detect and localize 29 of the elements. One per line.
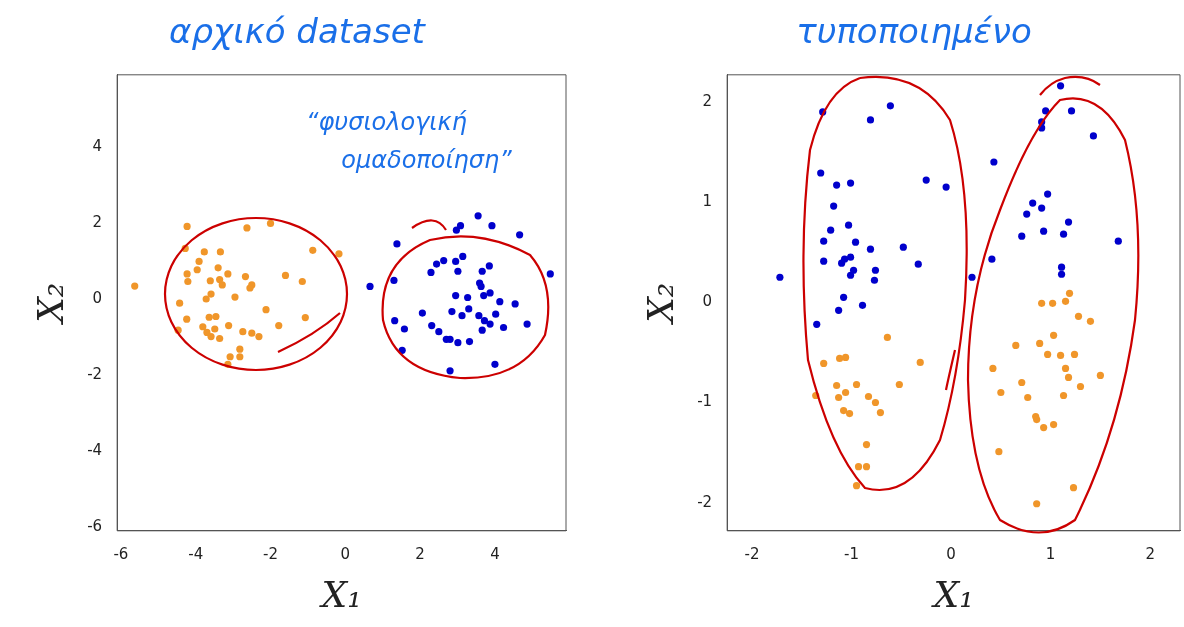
x-tick-label: 0	[340, 544, 351, 563]
y-tick-label: 0	[92, 288, 103, 307]
y-tick-label: 0	[702, 292, 713, 311]
chart-title: αρχικό dataset	[169, 11, 427, 52]
x-tick-label: -6	[113, 544, 129, 563]
x-tick-label: -1	[844, 544, 860, 563]
y-tick-label: -2	[87, 364, 103, 383]
y-axis-title: X₂	[639, 282, 681, 326]
y-tick-label: -4	[87, 440, 103, 459]
chart-title: τυποποιημένο	[796, 11, 1032, 52]
x-tick-label: 2	[415, 544, 425, 563]
x-tick-label: -4	[188, 544, 204, 563]
y-tick-label: -6	[87, 516, 103, 535]
y-tick-label: 4	[92, 136, 103, 155]
x-tick-label: 2	[1145, 544, 1155, 563]
x-axis-title: X₁	[318, 573, 362, 615]
x-axis-title: X₁	[930, 573, 974, 615]
x-tick-label: 4	[490, 544, 500, 563]
y-tick-label: 2	[702, 91, 713, 110]
x-tick-label: -2	[744, 544, 760, 563]
y-tick-label: -1	[697, 392, 713, 411]
y-tick-label: 1	[702, 191, 713, 210]
x-tick-label: 0	[946, 544, 956, 563]
y-tick-label: 2	[92, 212, 103, 231]
y-tick-label: -2	[697, 492, 713, 511]
x-tick-label: -2	[263, 544, 278, 563]
x-tick-label: 1	[1045, 544, 1056, 563]
y-axis-title: X₂	[29, 282, 71, 326]
annotation: “φυσιολογική ομαδοποίηση”	[306, 107, 513, 174]
